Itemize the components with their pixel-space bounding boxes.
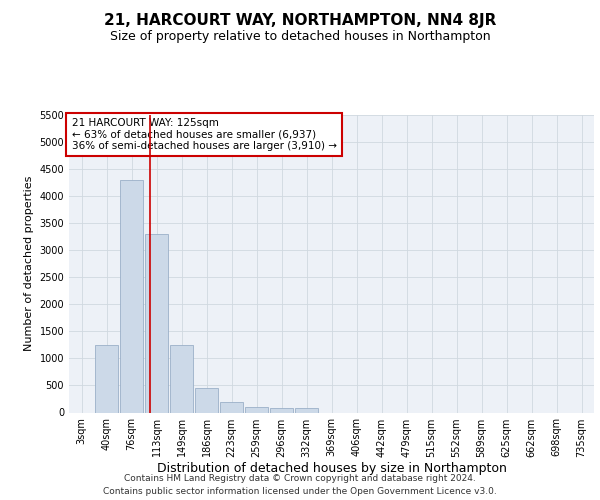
- Bar: [195, 388, 218, 412]
- Text: Contains HM Land Registry data © Crown copyright and database right 2024.: Contains HM Land Registry data © Crown c…: [124, 474, 476, 483]
- Y-axis label: Number of detached properties: Number of detached properties: [24, 176, 34, 352]
- Bar: [245, 407, 268, 412]
- Text: 21 HARCOURT WAY: 125sqm
← 63% of detached houses are smaller (6,937)
36% of semi: 21 HARCOURT WAY: 125sqm ← 63% of detache…: [71, 118, 337, 151]
- Text: Contains public sector information licensed under the Open Government Licence v3: Contains public sector information licen…: [103, 487, 497, 496]
- Bar: [295, 408, 318, 412]
- Text: 21, HARCOURT WAY, NORTHAMPTON, NN4 8JR: 21, HARCOURT WAY, NORTHAMPTON, NN4 8JR: [104, 12, 496, 28]
- Bar: [95, 345, 118, 412]
- Bar: [220, 402, 243, 412]
- Bar: [120, 180, 143, 412]
- Bar: [270, 408, 293, 412]
- X-axis label: Distribution of detached houses by size in Northampton: Distribution of detached houses by size …: [157, 462, 506, 475]
- Bar: [170, 345, 193, 412]
- Text: Size of property relative to detached houses in Northampton: Size of property relative to detached ho…: [110, 30, 490, 43]
- Bar: [145, 234, 168, 412]
